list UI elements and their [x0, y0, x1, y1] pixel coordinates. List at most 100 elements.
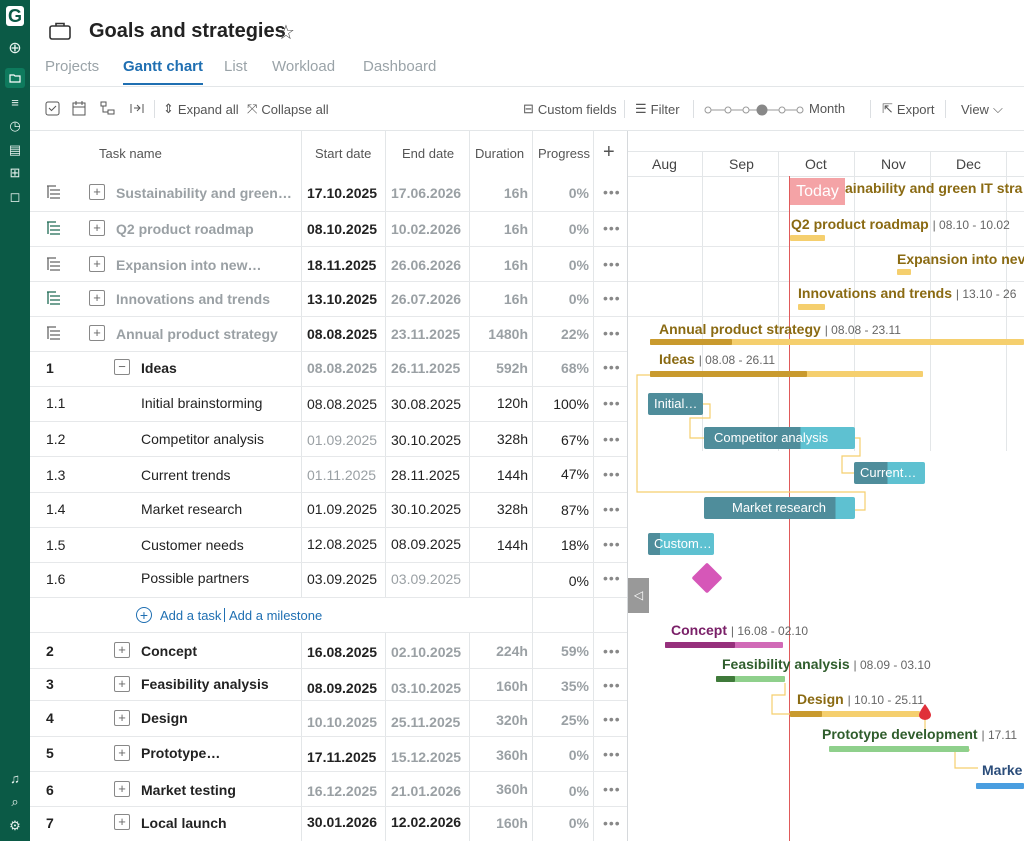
expand-icon[interactable]: +	[114, 642, 130, 658]
duration[interactable]: 16h	[503, 221, 528, 237]
checkbox-icon[interactable]	[45, 101, 60, 116]
more-icon[interactable]: •••	[603, 359, 621, 375]
progress[interactable]: 0%	[568, 221, 589, 237]
task-name[interactable]: Possible partners	[141, 570, 250, 586]
expand-icon[interactable]: +	[89, 256, 105, 272]
duration[interactable]: 144h	[496, 537, 528, 553]
end-date[interactable]: 10.02.2026	[391, 221, 462, 237]
hierarchy-icon[interactable]	[100, 101, 115, 116]
column-progress[interactable]: Progress	[538, 146, 591, 161]
export-button[interactable]: ⇱ Export	[882, 101, 934, 117]
expand-icon[interactable]: +	[89, 220, 105, 236]
expand-icon[interactable]: +	[114, 781, 130, 797]
calendar-icon[interactable]	[72, 101, 87, 116]
gantt-task-customer-needs[interactable]: Custom…	[648, 533, 714, 555]
end-date[interactable]: 23.11.2025	[391, 326, 461, 342]
gantt-label[interactable]: Concept | 16.08 - 02.10	[671, 622, 809, 638]
gantt-bar[interactable]	[829, 746, 969, 752]
grid-icon[interactable]: ⊞	[9, 165, 21, 180]
gantt-label[interactable]: Feasibility analysis | 08.09 - 03.10	[722, 656, 931, 672]
indent-icon[interactable]	[129, 101, 145, 116]
more-icon[interactable]: •••	[603, 184, 621, 200]
start-date[interactable]: 17.10.2025	[307, 185, 378, 201]
clock-icon[interactable]: ◷	[9, 118, 21, 133]
gantt-label[interactable]: Prototype development | 17.11	[822, 726, 1018, 742]
tab-dashboard[interactable]: Dashboard	[363, 58, 437, 75]
expand-icon[interactable]: +	[114, 814, 130, 830]
duration[interactable]: 360h	[496, 747, 528, 763]
task-name[interactable]: Initial brainstorming	[141, 395, 263, 411]
more-icon[interactable]: •••	[603, 677, 621, 693]
start-date[interactable]: 08.08.2025	[307, 360, 378, 376]
start-date[interactable]: 18.11.2025	[307, 257, 377, 273]
more-icon[interactable]: •••	[603, 395, 621, 411]
expand-icon[interactable]: +	[114, 676, 130, 692]
progress[interactable]: 68%	[560, 360, 589, 376]
column-end-date[interactable]: End date	[402, 146, 455, 161]
zoom-slider[interactable]	[704, 103, 804, 121]
task-name[interactable]: Market testing	[141, 782, 236, 798]
view-dropdown[interactable]: View ⌵	[961, 101, 1003, 117]
more-icon[interactable]: •••	[603, 325, 621, 341]
task-name[interactable]: Design	[141, 710, 188, 726]
tab-gantt-chart[interactable]: Gantt chart	[123, 58, 204, 75]
progress[interactable]: 0%	[568, 815, 589, 831]
progress[interactable]: 0%	[568, 573, 589, 589]
chat-icon[interactable]: ◻	[9, 189, 21, 204]
end-date[interactable]: 25.11.2025	[391, 714, 461, 730]
duration[interactable]: 224h	[496, 643, 528, 659]
duration[interactable]: 160h	[496, 678, 528, 694]
end-date[interactable]: 28.11.2025	[391, 467, 461, 483]
more-icon[interactable]: •••	[603, 431, 621, 447]
progress[interactable]: 100%	[553, 396, 589, 412]
start-date[interactable]: 08.09.2025	[307, 680, 378, 696]
progress[interactable]: 0%	[568, 185, 589, 201]
collapse-icon[interactable]: −	[114, 359, 130, 375]
star-icon[interactable]: ☆	[277, 22, 295, 44]
tab-workload[interactable]: Workload	[272, 58, 336, 75]
duration[interactable]: 360h	[496, 781, 528, 797]
gantt-bar[interactable]	[798, 304, 825, 310]
expand-icon[interactable]: +	[89, 184, 105, 200]
more-icon[interactable]: •••	[603, 501, 621, 517]
end-date[interactable]: 12.02.2026	[391, 814, 462, 830]
more-icon[interactable]: •••	[603, 815, 621, 831]
start-date[interactable]: 30.01.2026	[307, 814, 378, 830]
end-date[interactable]: 30.08.2025	[391, 396, 462, 412]
progress[interactable]: 0%	[568, 783, 589, 799]
add-circle-icon[interactable]: +	[136, 607, 152, 623]
more-icon[interactable]: •••	[603, 711, 621, 727]
end-date[interactable]: 26.11.2025	[391, 360, 461, 376]
gantt-label[interactable]: Annual product strategy | 08.08 - 23.11	[659, 321, 901, 337]
gantt-label[interactable]: ainability and green IT stra	[845, 180, 1023, 196]
task-name[interactable]: Current trends	[141, 467, 231, 483]
gantt-label[interactable]: Innovations and trends | 13.10 - 26	[798, 285, 1017, 301]
add-icon[interactable]: ⊕	[8, 40, 22, 57]
task-name[interactable]: Feasibility analysis	[141, 676, 269, 692]
progress[interactable]: 25%	[560, 712, 589, 728]
start-date[interactable]: 08.08.2025	[307, 326, 378, 342]
bell-icon[interactable]: ♫	[10, 770, 20, 786]
list-icon[interactable]: ≡	[11, 94, 19, 110]
collapse-panel-handle[interactable]: ◁	[628, 578, 649, 613]
more-icon[interactable]: •••	[603, 781, 621, 797]
column-duration[interactable]: Duration	[475, 146, 525, 161]
task-name[interactable]: Prototype…	[141, 745, 221, 761]
duration[interactable]: 16h	[503, 257, 528, 273]
duration[interactable]: 16h	[503, 185, 528, 201]
start-date[interactable]: 16.08.2025	[307, 644, 378, 660]
end-date[interactable]: 30.10.2025	[391, 432, 462, 448]
document-icon[interactable]: ▤	[8, 142, 22, 157]
task-name[interactable]: Innovations and trends	[116, 291, 271, 307]
progress[interactable]: 87%	[560, 502, 589, 518]
gantt-bar[interactable]	[976, 783, 1024, 789]
duration[interactable]: 320h	[496, 712, 528, 728]
task-name[interactable]: Ideas	[141, 360, 177, 376]
gantt-chart[interactable]	[628, 131, 1024, 841]
end-date[interactable]: 30.10.2025	[391, 501, 462, 517]
duration[interactable]: 120h	[496, 395, 528, 411]
tab-list[interactable]: List	[224, 58, 248, 75]
more-icon[interactable]: •••	[603, 536, 621, 552]
deadline-drop-icon[interactable]	[919, 704, 931, 720]
start-date[interactable]: 12.08.2025	[307, 536, 378, 552]
